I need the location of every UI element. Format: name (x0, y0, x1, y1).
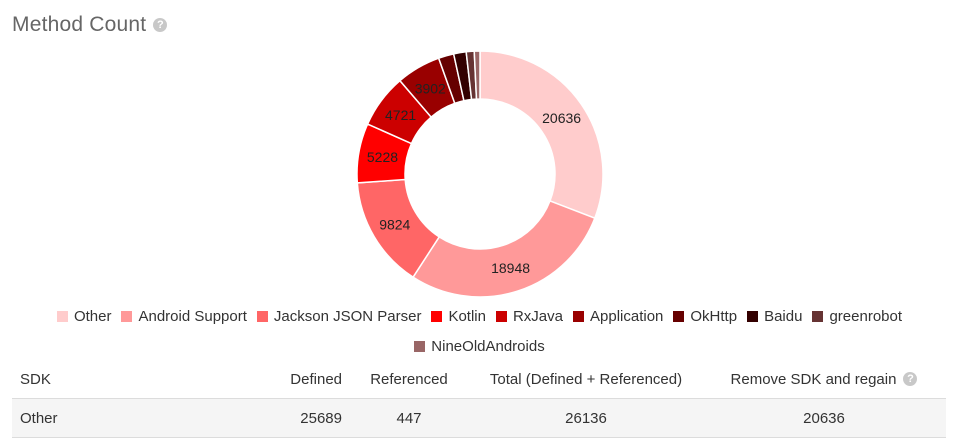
question-circle-icon[interactable]: ? (153, 18, 168, 32)
legend-swatch (56, 310, 68, 322)
cell-referenced: 447 (396, 409, 422, 427)
donut-label-application: 3902 (415, 80, 446, 96)
sdk-table: SDK Defined Referenced Total (Defined + … (12, 360, 946, 438)
donut-label-android-support: 18948 (491, 260, 530, 276)
legend-item-jackson-json-parser[interactable]: Jackson JSON Parser (256, 307, 422, 325)
legend-label: Baidu (764, 307, 803, 325)
column-header-sdk[interactable]: SDK (20, 370, 51, 388)
legend-label: Android Support (138, 307, 247, 325)
legend-label: Other (73, 307, 112, 325)
cell-sdk: Other (20, 409, 58, 427)
cell-total: 26136 (565, 409, 607, 427)
column-header-defined[interactable]: Defined (290, 370, 342, 388)
legend-swatch (673, 310, 685, 322)
legend-label: NineOldAndroids (431, 337, 545, 355)
page-title: Method Count (12, 13, 147, 36)
donut-slice-android-support[interactable] (412, 199, 596, 298)
donut-slice-other[interactable] (479, 50, 604, 220)
table-row[interactable]: Other 25689 447 26136 20636 (12, 398, 946, 438)
legend-item-greenrobot[interactable]: greenrobot (812, 307, 902, 325)
column-header-remove[interactable]: Remove SDK and regain ? (702, 360, 946, 399)
legend-label: Jackson JSON Parser (273, 307, 422, 325)
method-count-donut-chart: 20636 18948 9824 5228 4721 3902 (356, 50, 604, 298)
donut-label-kotlin: 5228 (367, 149, 398, 165)
donut-label-jackson-json-parser: 9824 (379, 216, 410, 232)
legend-swatch (573, 310, 584, 322)
legend-item-okhttp[interactable]: OkHttp (673, 307, 737, 325)
cell-remove: 20636 (803, 409, 845, 427)
legend-swatch (431, 310, 443, 322)
legend-item-android-support[interactable]: Android Support (121, 307, 247, 325)
title-row: Method Count ? (12, 13, 168, 37)
legend-item-other[interactable]: Other (56, 307, 112, 325)
legend-swatch (747, 310, 759, 322)
legend-swatch (121, 310, 133, 322)
legend-label: Kotlin (448, 307, 486, 325)
legend-label: RxJava (512, 307, 563, 325)
column-header-remove-label: Remove SDK and regain (730, 370, 897, 388)
donut-slice-nineoldandroids[interactable] (473, 50, 481, 100)
legend-item-nineoldandroids[interactable]: NineOldAndroids (414, 337, 545, 355)
legend-item-baidu[interactable]: Baidu (747, 307, 802, 325)
column-header-total[interactable]: Total (Defined + Referenced) (489, 370, 683, 388)
cell-defined: 25689 (300, 409, 342, 427)
legend-item-application[interactable]: Application (573, 307, 663, 325)
legend-swatch (812, 310, 824, 322)
legend-item-rxjava[interactable]: RxJava (495, 307, 563, 325)
legend-label: Application (590, 307, 664, 325)
donut-label-rxjava: 4721 (385, 107, 416, 123)
legend-label: greenrobot (829, 307, 903, 325)
legend-swatch (256, 310, 268, 322)
legend-label: OkHttp (690, 307, 738, 325)
table-header-row: SDK Defined Referenced Total (Defined + … (12, 360, 946, 399)
column-header-referenced[interactable]: Referenced (370, 370, 448, 388)
legend-swatch (414, 340, 426, 352)
donut-label-other: 20636 (542, 110, 581, 126)
chart-legend: Other Android Support Jackson JSON Parser K… (0, 307, 959, 355)
legend-item-kotlin[interactable]: Kotlin (431, 307, 486, 325)
legend-swatch (495, 310, 507, 322)
question-circle-icon[interactable]: ? (903, 372, 918, 386)
